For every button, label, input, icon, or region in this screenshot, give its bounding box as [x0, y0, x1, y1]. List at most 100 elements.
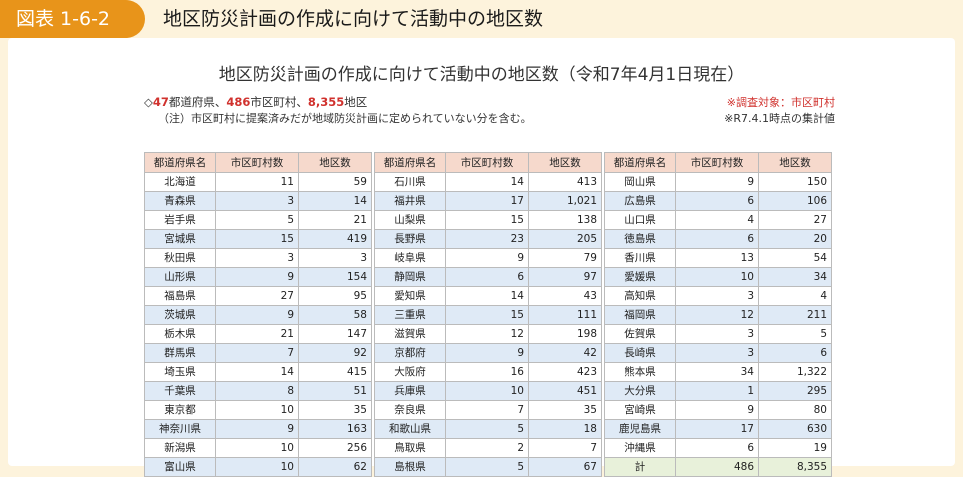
table-header-row: 都道府県名 市区町村数 地区数 — [144, 152, 372, 173]
table-row: 沖縄県 6 19 — [604, 438, 832, 458]
district-count-cell: 630 — [758, 419, 832, 439]
prefecture-name: 福岡県 — [604, 305, 676, 325]
municipality-count-cell: 2 — [445, 438, 529, 458]
municipality-count-cell: 9 — [215, 305, 299, 325]
table-row: 島根県 5 67 — [374, 457, 602, 477]
table-row: 奈良県 7 35 — [374, 400, 602, 420]
table-row: 茨城県 9 58 — [144, 305, 372, 325]
district-count-cell: 147 — [298, 324, 372, 344]
footnote: （注）市区町村に提案済みだが地域防災計画に定められていない分を含む。 — [158, 112, 532, 125]
prefecture-name: 宮城県 — [144, 229, 216, 249]
district-count-cell: 42 — [528, 343, 602, 363]
district-count-cell: 14 — [298, 191, 372, 211]
municipality-count-cell: 5 — [445, 457, 529, 477]
prefecture-name: 山梨県 — [374, 210, 446, 230]
prefecture-name: 静岡県 — [374, 267, 446, 287]
municipality-count-cell: 16 — [445, 362, 529, 382]
district-count-cell: 295 — [758, 381, 832, 401]
municipality-count-cell: 5 — [215, 210, 299, 230]
table-row: 鹿児島県 17 630 — [604, 419, 832, 439]
municipality-count-cell: 15 — [445, 305, 529, 325]
table-row: 福井県 17 1,021 — [374, 191, 602, 211]
district-count-cell: 423 — [528, 362, 602, 382]
table-row: 岡山県 9 150 — [604, 172, 832, 192]
prefecture-name: 富山県 — [144, 457, 216, 477]
municipality-count-cell: 9 — [215, 419, 299, 439]
prefecture-name: 北海道 — [144, 172, 216, 192]
table-row: 京都府 9 42 — [374, 343, 602, 363]
district-count-cell: 6 — [758, 343, 832, 363]
prefecture-name: 長崎県 — [604, 343, 676, 363]
prefecture-name: 岩手県 — [144, 210, 216, 230]
district-count-cell: 154 — [298, 267, 372, 287]
municipality-count-cell: 6 — [675, 229, 759, 249]
municipality-count-cell: 23 — [445, 229, 529, 249]
column-header: 地区数 — [298, 152, 372, 173]
table-row: 石川県 14 413 — [374, 172, 602, 192]
diamond-icon: ◇ — [144, 95, 153, 109]
prefecture-name: 千葉県 — [144, 381, 216, 401]
municipality-count-cell: 15 — [215, 229, 299, 249]
municipality-count-cell: 12 — [445, 324, 529, 344]
municipality-count-cell: 10 — [215, 438, 299, 458]
municipality-count-cell: 7 — [445, 400, 529, 420]
municipality-count-cell: 9 — [445, 343, 529, 363]
table-row: 和歌山県 5 18 — [374, 419, 602, 439]
table-row: 徳島県 6 20 — [604, 229, 832, 249]
prefecture-table-3: 都道府県名 市区町村数 地区数 岡山県 9 150 広島県 6 106 山口県 4 27 徳島県 6 20 香… — [604, 152, 832, 477]
district-count-cell: 1,322 — [758, 362, 832, 382]
municipality-count-cell: 9 — [675, 172, 759, 192]
district-count-cell: 80 — [758, 400, 832, 420]
district-count-cell: 43 — [528, 286, 602, 306]
prefecture-name: 石川県 — [374, 172, 446, 192]
district-count-cell: 211 — [758, 305, 832, 325]
district-count-cell: 150 — [758, 172, 832, 192]
municipality-count-cell: 3 — [675, 343, 759, 363]
municipality-count-cell: 10 — [215, 400, 299, 420]
table-row: 長崎県 3 6 — [604, 343, 832, 363]
table-row: 埼玉県 14 415 — [144, 362, 372, 382]
district-count-cell: 35 — [298, 400, 372, 420]
table-row: 山梨県 15 138 — [374, 210, 602, 230]
table-header-row: 都道府県名 市区町村数 地区数 — [374, 152, 602, 173]
prefecture-name: 沖縄県 — [604, 438, 676, 458]
district-count-cell: 58 — [298, 305, 372, 325]
municipality-count-cell: 9 — [445, 248, 529, 268]
table-row: 岐阜県 9 79 — [374, 248, 602, 268]
column-header: 都道府県名 — [604, 152, 676, 173]
table-row: 熊本県 34 1,322 — [604, 362, 832, 382]
prefecture-label: 都道府県、 — [168, 95, 227, 109]
district-count-cell: 95 — [298, 286, 372, 306]
prefecture-name: 鳥取県 — [374, 438, 446, 458]
municipality-count-cell: 8 — [215, 381, 299, 401]
column-header: 市区町村数 — [215, 152, 299, 173]
prefecture-name: 群馬県 — [144, 343, 216, 363]
prefecture-name: 島根県 — [374, 457, 446, 477]
district-count-cell: 3 — [298, 248, 372, 268]
figure-title: 地区防災計画の作成に向けて活動中の地区数（令和7年4月1日現在） — [218, 65, 745, 85]
district-count-cell: 8,355 — [758, 457, 832, 477]
table-row: 大分県 1 295 — [604, 381, 832, 401]
table-row: 新潟県 10 256 — [144, 438, 372, 458]
prefecture-name: 兵庫県 — [374, 381, 446, 401]
figure-header-title: 地区防災計画の作成に向けて活動中の地区数 — [163, 8, 544, 30]
district-count-cell: 5 — [758, 324, 832, 344]
table-row: 千葉県 8 51 — [144, 381, 372, 401]
municipality-count-cell: 21 — [215, 324, 299, 344]
table-row: 東京都 10 35 — [144, 400, 372, 420]
column-header: 市区町村数 — [445, 152, 529, 173]
table-row: 大阪府 16 423 — [374, 362, 602, 382]
column-header: 都道府県名 — [374, 152, 446, 173]
municipality-count-cell: 13 — [675, 248, 759, 268]
district-count-cell: 18 — [528, 419, 602, 439]
municipality-count-cell: 15 — [445, 210, 529, 230]
district-count-cell: 79 — [528, 248, 602, 268]
district-count-cell: 111 — [528, 305, 602, 325]
table-row: 長野県 23 205 — [374, 229, 602, 249]
table-row: 福岡県 12 211 — [604, 305, 832, 325]
prefecture-name: 愛媛県 — [604, 267, 676, 287]
municipality-label: 市区町村、 — [250, 95, 308, 109]
prefecture-name: 新潟県 — [144, 438, 216, 458]
municipality-count-cell: 12 — [675, 305, 759, 325]
prefecture-name: 佐賀県 — [604, 324, 676, 344]
